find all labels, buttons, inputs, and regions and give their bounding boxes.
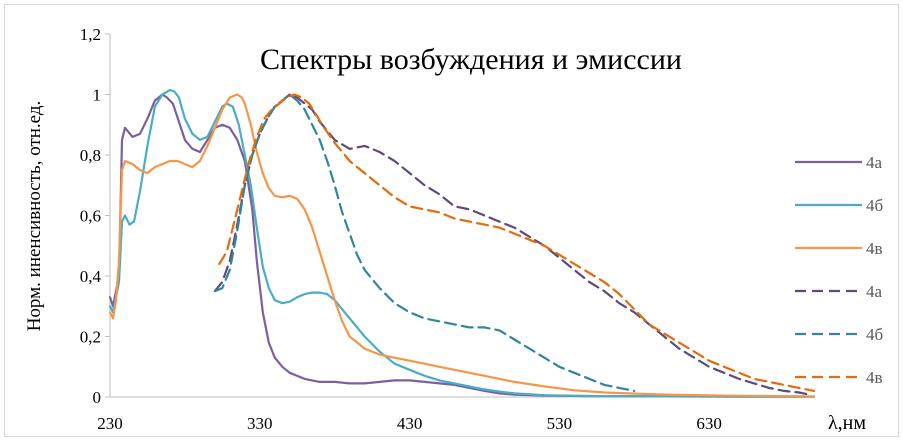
y-tick-label: 1 (93, 86, 102, 105)
x-tick-label: 630 (696, 414, 722, 433)
y-tick-label: 0,8 (80, 146, 101, 165)
series-line-5 (213, 93, 636, 392)
y-tick-label: 0,6 (80, 207, 101, 226)
y-tick-labels: 0 0,2 0,4 0,6 0,8 1 1,2 (80, 25, 110, 407)
x-tick-label: 530 (547, 414, 573, 433)
legend-label-2: 4б (866, 196, 883, 215)
y-axis-label: Норм. иненсивность, отн.ед. (24, 101, 45, 332)
x-tick-label: 430 (397, 414, 423, 433)
y-tick-label: 0,4 (80, 267, 102, 286)
legend-label-5: 4б (866, 325, 883, 344)
legend-label-1: 4а (866, 153, 883, 172)
plot-area (108, 88, 816, 398)
x-axis-label: λ,нм (828, 412, 866, 434)
x-tick-label: 230 (97, 414, 123, 433)
legend-label-6: 4в (866, 368, 883, 387)
series-line-3 (108, 93, 816, 398)
y-tick-label: 0 (93, 388, 102, 407)
x-tick-labels: 230 330 430 530 630 (97, 414, 722, 433)
series-line-2 (108, 88, 816, 398)
series-line-6 (218, 93, 816, 392)
chart-frame: Спектры возбуждения и эмиссии Норм. инен… (4, 4, 899, 437)
legend-label-4: 4а (866, 282, 883, 301)
chart-title: Спектры возбуждения и эмиссии (260, 43, 682, 76)
spectra-chart: Спектры возбуждения и эмиссии Норм. инен… (24, 25, 883, 434)
legend-label-3: 4в (866, 239, 883, 258)
legend: 4а 4б 4в 4а 4б 4в (795, 153, 883, 387)
series-line-4 (213, 93, 808, 396)
y-tick-label: 0,2 (80, 328, 101, 347)
y-tick-label: 1,2 (80, 25, 101, 44)
x-tick-label: 330 (247, 414, 273, 433)
series-line-1 (108, 93, 816, 398)
